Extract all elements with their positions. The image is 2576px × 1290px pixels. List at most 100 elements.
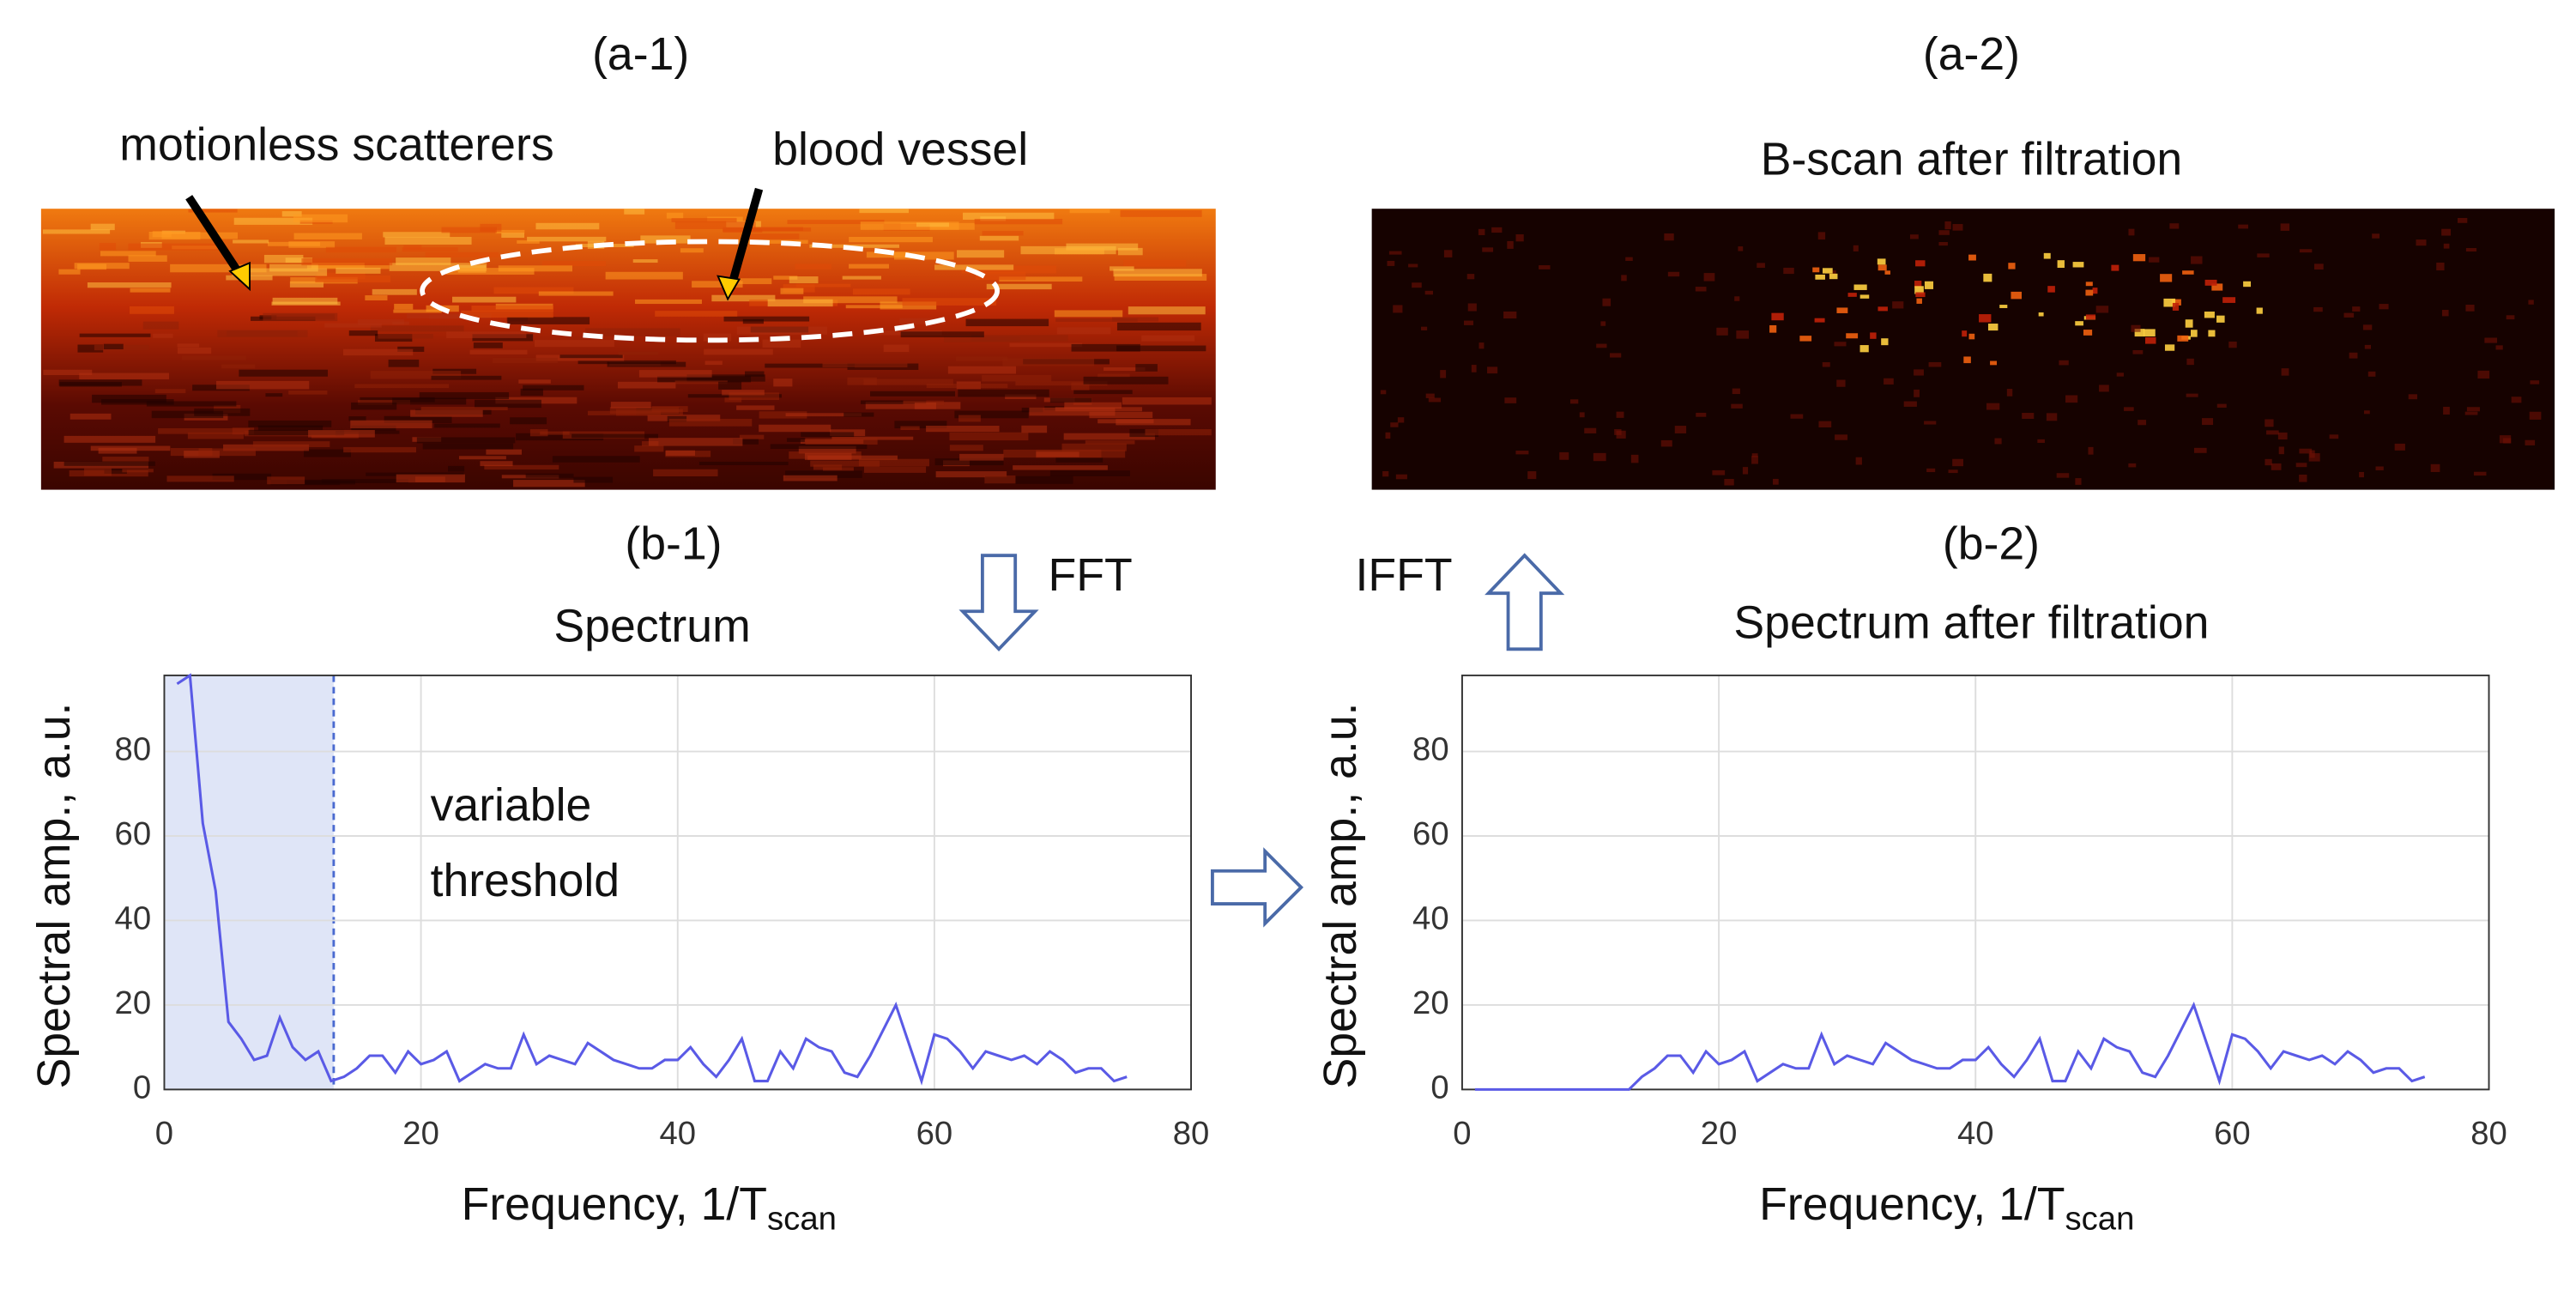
texture-speck: [2088, 446, 2094, 455]
texture-streak: [393, 309, 442, 313]
texture-speck: [1478, 228, 1485, 235]
texture-speck: [2277, 432, 2288, 440]
texture-speck: [2280, 223, 2290, 231]
texture-streak: [77, 263, 106, 270]
texture-speck: [1674, 426, 1687, 433]
texture-streak: [43, 369, 93, 376]
bscan-image: [40, 209, 1216, 490]
texture-speck: [2216, 315, 2225, 323]
texture-streak: [858, 458, 929, 467]
texture-streak: [103, 343, 124, 349]
x-axis-label-subscript: scan: [767, 1201, 837, 1238]
texture-streak: [446, 268, 535, 275]
texture-streak: [795, 283, 851, 288]
texture-streak: [785, 470, 862, 478]
texture-streak: [87, 282, 172, 288]
texture-streak: [540, 431, 570, 435]
texture-streak: [221, 364, 256, 369]
y-tick-label: 0: [133, 1069, 151, 1105]
texture-streak: [870, 391, 956, 397]
texture-streak: [384, 236, 472, 245]
texture-streak: [431, 375, 502, 380]
texture-streak: [1114, 274, 1207, 281]
texture-speck: [1829, 273, 1838, 280]
texture-speck: [1395, 474, 1407, 480]
texture-speck: [1695, 287, 1707, 292]
texture-streak: [480, 223, 502, 232]
texture-speck: [1600, 321, 1606, 326]
texture-speck: [2216, 403, 2227, 408]
annotation: blood vessel: [772, 124, 1028, 175]
texture-streak: [640, 235, 691, 244]
texture-streak: [79, 372, 169, 379]
texture-speck: [1836, 379, 1846, 387]
texture-streak: [263, 254, 304, 263]
texture-streak: [446, 331, 527, 338]
texture-streak: [698, 461, 789, 465]
texture-streak: [926, 426, 1000, 433]
texture-speck: [2057, 260, 2065, 269]
texture-speck: [2072, 262, 2084, 268]
texture-speck: [2529, 411, 2542, 420]
texture-streak: [79, 333, 151, 337]
texture-streak: [336, 267, 381, 274]
x-tick-label: 80: [1173, 1115, 1210, 1152]
texture-streak: [552, 456, 640, 463]
texture-streak: [419, 392, 510, 400]
texture-streak: [394, 303, 414, 310]
texture-streak: [900, 331, 984, 338]
texture-streak: [1122, 397, 1212, 405]
x-axis-label-main: Frequency, 1/T: [1759, 1178, 2065, 1230]
texture-streak: [198, 448, 256, 457]
texture-streak: [416, 437, 516, 444]
texture-speck: [1914, 286, 1924, 294]
pointer-arrow: [185, 195, 247, 282]
texture-streak: [638, 370, 712, 378]
texture-streak: [655, 311, 738, 317]
texture-streak: [42, 229, 111, 234]
texture-streak: [783, 475, 838, 481]
texture-speck: [2172, 302, 2180, 311]
texture-streak: [288, 241, 336, 248]
texture-streak: [845, 305, 903, 309]
y-tick-label: 20: [115, 984, 152, 1021]
texture-streak: [1036, 451, 1079, 457]
texture-speck: [1487, 366, 1498, 374]
texture-speck: [2132, 254, 2146, 262]
texture-streak: [304, 449, 351, 457]
texture-streak: [448, 465, 465, 472]
texture-streak: [58, 269, 81, 275]
texture-streak: [98, 447, 137, 454]
annotation: motionless scatterers: [119, 119, 553, 171]
texture-streak: [1049, 470, 1130, 476]
texture-streak: [513, 480, 585, 488]
texture-speck: [2430, 463, 2440, 472]
texture-streak: [92, 394, 166, 403]
texture-speck: [1999, 305, 2008, 308]
texture-streak: [849, 263, 890, 269]
texture-speck: [2202, 418, 2214, 426]
texture-streak: [571, 433, 658, 439]
right-arrow: [1211, 847, 1304, 928]
texture-streak: [1063, 433, 1155, 440]
texture-streak: [1055, 318, 1138, 322]
texture-streak: [263, 312, 338, 322]
texture-streak: [293, 214, 348, 223]
texture-speck: [2299, 448, 2313, 454]
texture-streak: [378, 334, 433, 339]
x-tick-label: 40: [659, 1115, 696, 1152]
texture-streak: [686, 374, 765, 382]
texture-speck: [1736, 330, 1750, 339]
texture-speck: [1507, 240, 1514, 249]
texture-speck: [1915, 260, 1926, 267]
texture-streak: [955, 356, 1008, 361]
texture-speck: [1504, 397, 1517, 403]
texture-streak: [1128, 306, 1206, 315]
texture-streak: [1135, 364, 1158, 372]
texture-streak: [63, 435, 156, 443]
texture-streak: [177, 343, 200, 348]
texture-speck: [2160, 274, 2173, 282]
panel-label: (a-2): [1923, 28, 2020, 80]
texture-streak: [1015, 381, 1108, 386]
texture-streak: [248, 420, 332, 427]
